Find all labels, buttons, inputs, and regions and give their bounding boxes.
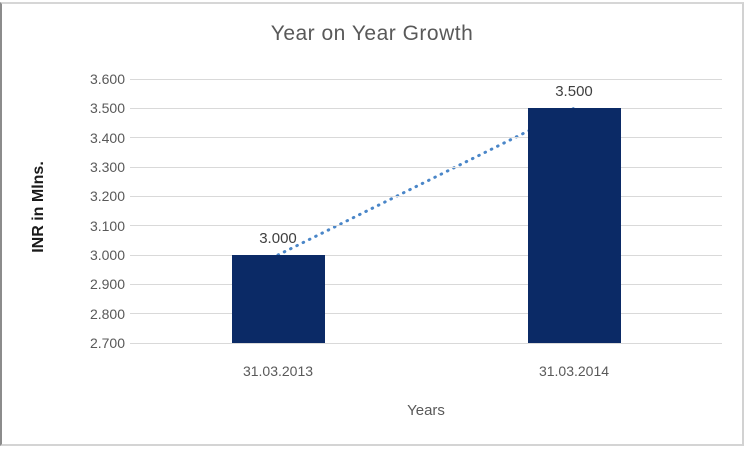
y-tick-label: 3.300 (89, 159, 125, 175)
bar-value-label: 3.000 (259, 230, 297, 247)
gridline (130, 342, 722, 344)
bar-31.03.2013 (231, 255, 325, 343)
y-tick-label: 2.700 (89, 335, 125, 351)
gridline (130, 254, 722, 256)
bar-value-label: 3.500 (555, 83, 593, 101)
gridline (130, 225, 722, 227)
chart-title: Year on Year Growth (270, 22, 474, 45)
gridline (130, 313, 722, 315)
y-tick-label: 3.100 (89, 217, 125, 234)
bar-31.03.2014 (527, 108, 621, 343)
gridline (130, 78, 722, 80)
y-tick-label: 3.200 (89, 188, 125, 205)
x-tick-label: 31.03.2014 (538, 363, 610, 379)
y-tick-label: 3.000 (89, 247, 125, 263)
y-tick-label: 2.800 (89, 305, 125, 322)
y-tick-label: 3.400 (89, 129, 125, 146)
x-tick-label: 31.03.2013 (242, 363, 314, 379)
gridline (130, 166, 722, 168)
gridline (130, 283, 722, 285)
y-tick-label: 3.600 (89, 71, 125, 87)
y-axis-title: INR in Mlns. (30, 161, 47, 253)
x-axis-title: Years (407, 402, 445, 419)
y-tick-label: 3.500 (89, 100, 125, 117)
gridline (130, 195, 722, 197)
gridline (130, 137, 722, 139)
gridline (130, 107, 722, 109)
y-tick-label: 2.900 (89, 276, 125, 293)
